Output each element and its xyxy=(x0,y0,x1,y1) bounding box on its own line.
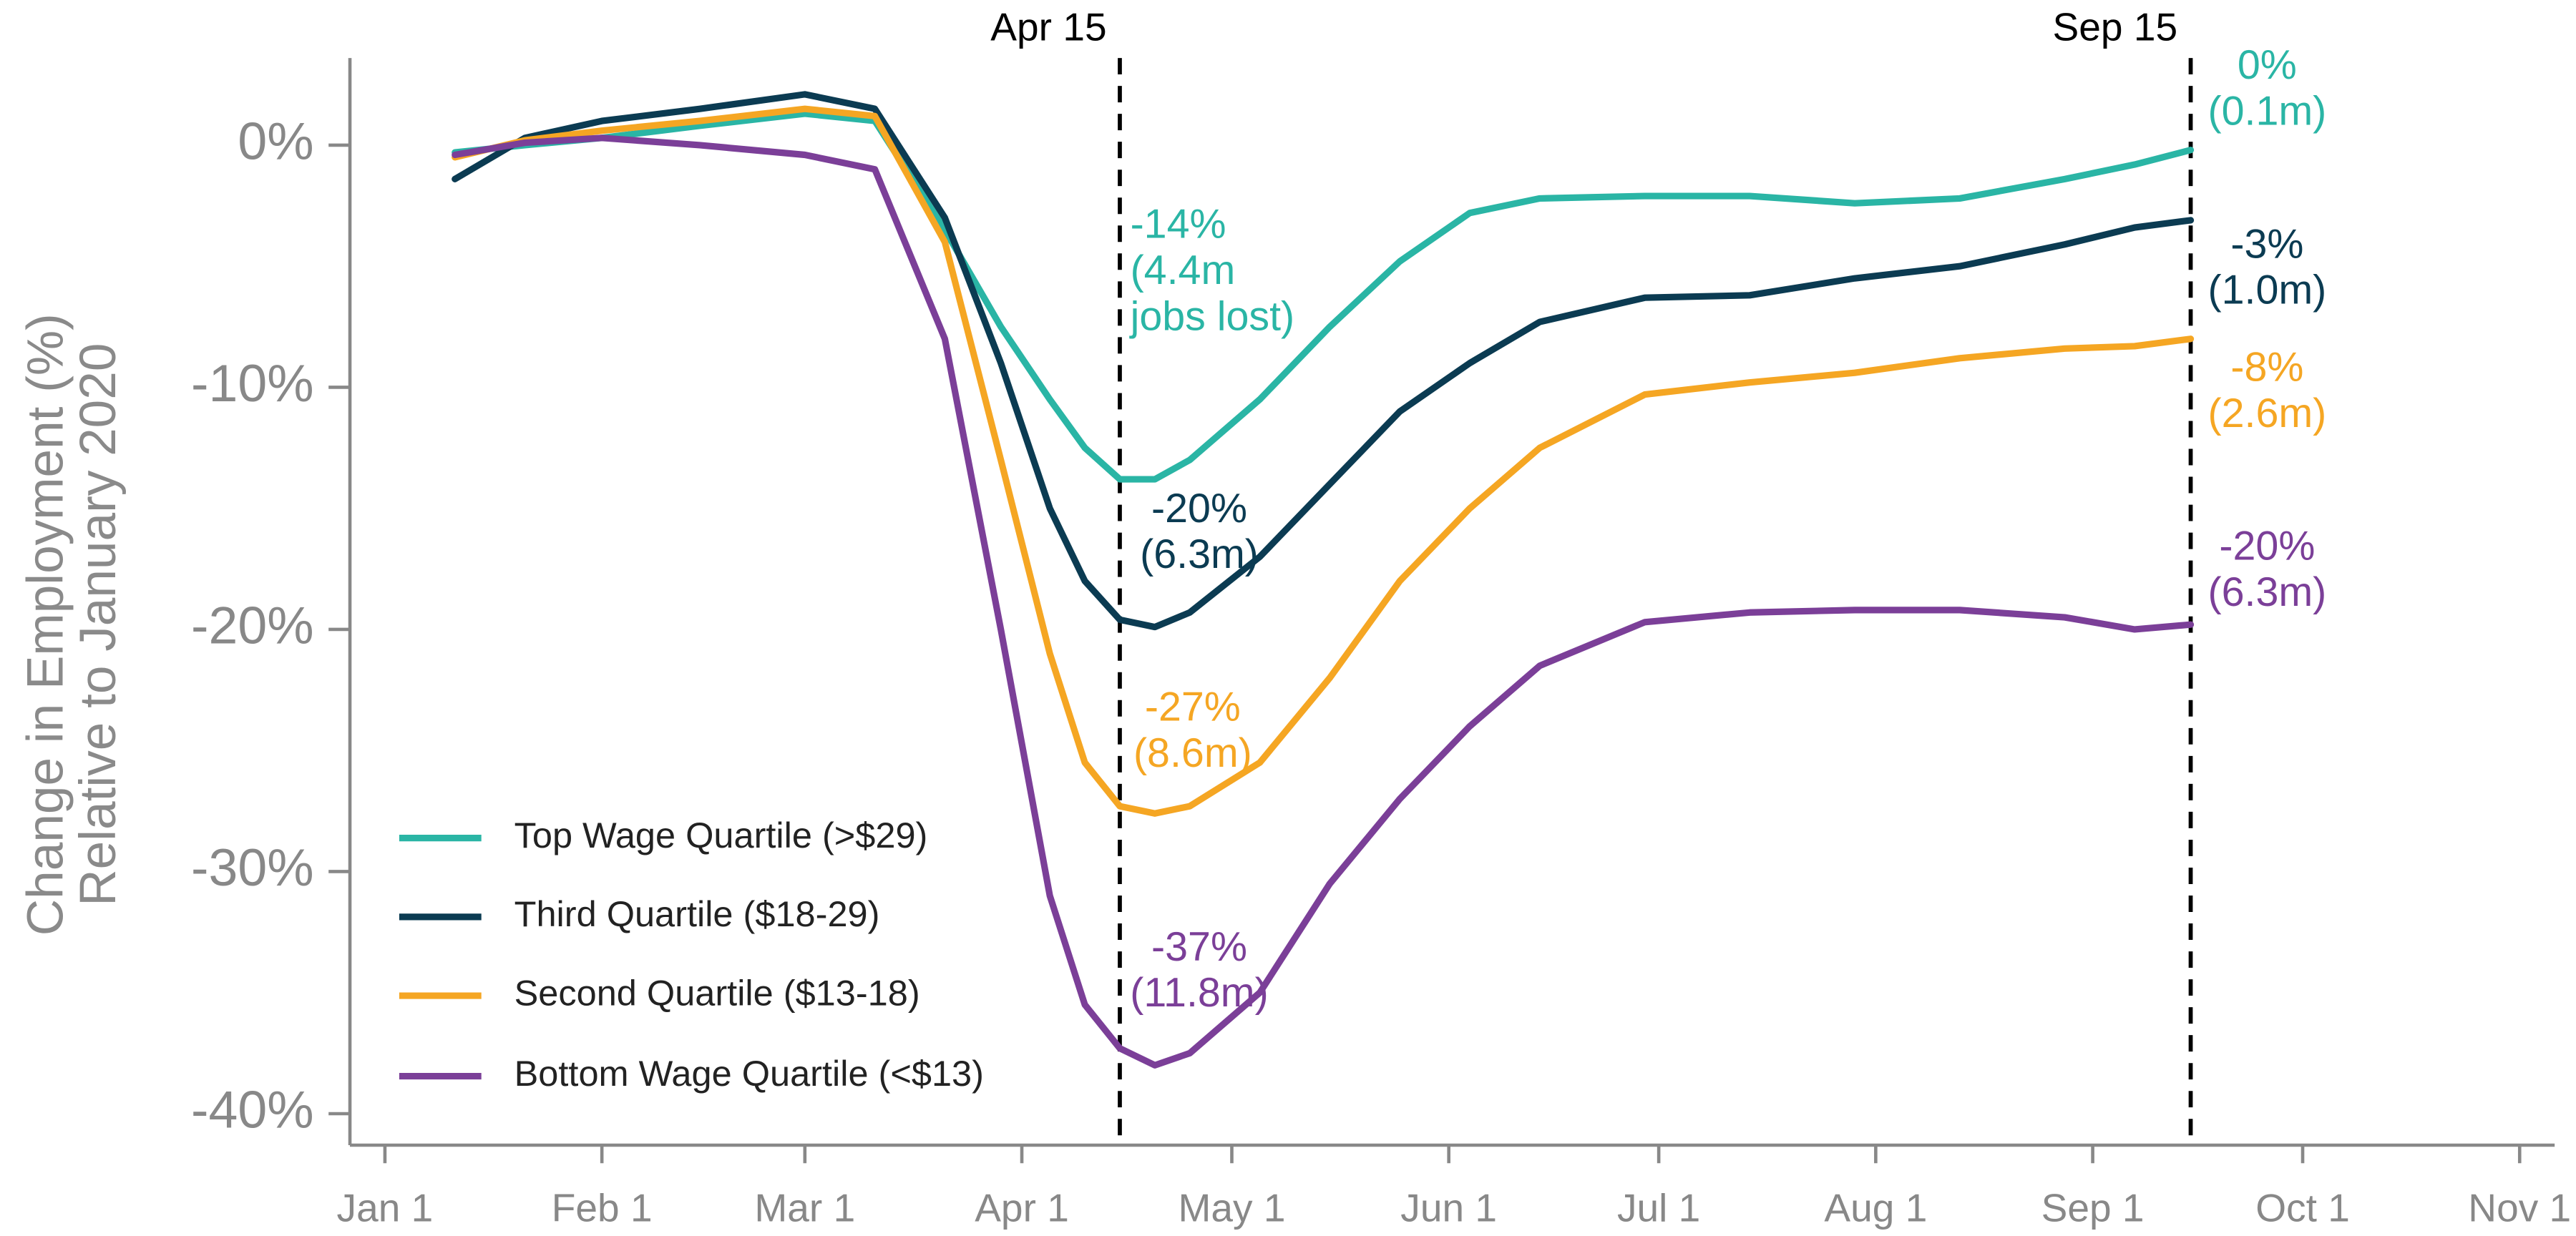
x-tick-label: Feb 1 xyxy=(552,1185,653,1230)
annotation: -27% xyxy=(1145,685,1241,730)
annotation: -37% xyxy=(1151,924,1247,970)
y-tick-label: 0% xyxy=(238,111,313,170)
annotation: (11.8m) xyxy=(1130,970,1268,1016)
x-tick-label: Aug 1 xyxy=(1824,1185,1927,1230)
annotation: jobs lost) xyxy=(1129,293,1295,339)
reference-label: Apr 15 xyxy=(990,5,1106,49)
annotation: (6.3m) xyxy=(2207,569,2326,615)
annotation: (0.1m) xyxy=(2207,88,2326,134)
x-tick-label: Nov 1 xyxy=(2468,1185,2571,1230)
y-axis-title-line: Change in Employment (%) xyxy=(18,313,74,936)
y-tick-label: -10% xyxy=(191,353,313,413)
series-line xyxy=(452,110,2195,483)
annotation: -20% xyxy=(1151,486,1247,531)
annotation: -20% xyxy=(2219,524,2315,569)
y-axis-title: Change in Employment (%) Relative to Jan… xyxy=(18,313,127,936)
series-line xyxy=(452,105,2195,817)
annotation: (6.3m) xyxy=(1140,531,1259,577)
legend-label: Second Quartile ($13-18) xyxy=(514,972,920,1013)
annotation: (1.0m) xyxy=(2207,268,2326,313)
x-tick-label: Oct 1 xyxy=(2255,1185,2350,1230)
reference-label: Sep 15 xyxy=(2053,5,2178,49)
x-tick-label: Mar 1 xyxy=(754,1185,855,1230)
annotation: -8% xyxy=(2230,344,2303,390)
legend-label: Bottom Wage Quartile (<$13) xyxy=(514,1053,984,1094)
y-axis-title-line: Relative to January 2020 xyxy=(70,343,127,906)
annotation: (8.6m) xyxy=(1133,730,1252,776)
y-tick-label: -20% xyxy=(191,595,313,654)
annotation: (2.6m) xyxy=(2207,391,2326,436)
y-tick-label: -30% xyxy=(191,838,313,897)
annotation: -3% xyxy=(2230,221,2303,267)
x-tick-label: Apr 1 xyxy=(975,1185,1069,1230)
x-tick-label: Jul 1 xyxy=(1617,1185,1700,1230)
annotation: -14% xyxy=(1131,202,1226,247)
annotation: 0% xyxy=(2238,42,2297,88)
legend-label: Third Quartile ($18-29) xyxy=(514,893,880,934)
legend-label: Top Wage Quartile (>$29) xyxy=(514,815,928,855)
x-tick-label: Jan 1 xyxy=(337,1185,434,1230)
x-tick-label: May 1 xyxy=(1178,1185,1285,1230)
x-tick-label: Sep 1 xyxy=(2041,1185,2145,1230)
series-line xyxy=(452,134,2195,1069)
x-tick-label: Jun 1 xyxy=(1400,1185,1497,1230)
series-line xyxy=(452,91,2195,631)
y-tick-label: -40% xyxy=(191,1079,313,1139)
annotation: (4.4m xyxy=(1131,247,1236,293)
